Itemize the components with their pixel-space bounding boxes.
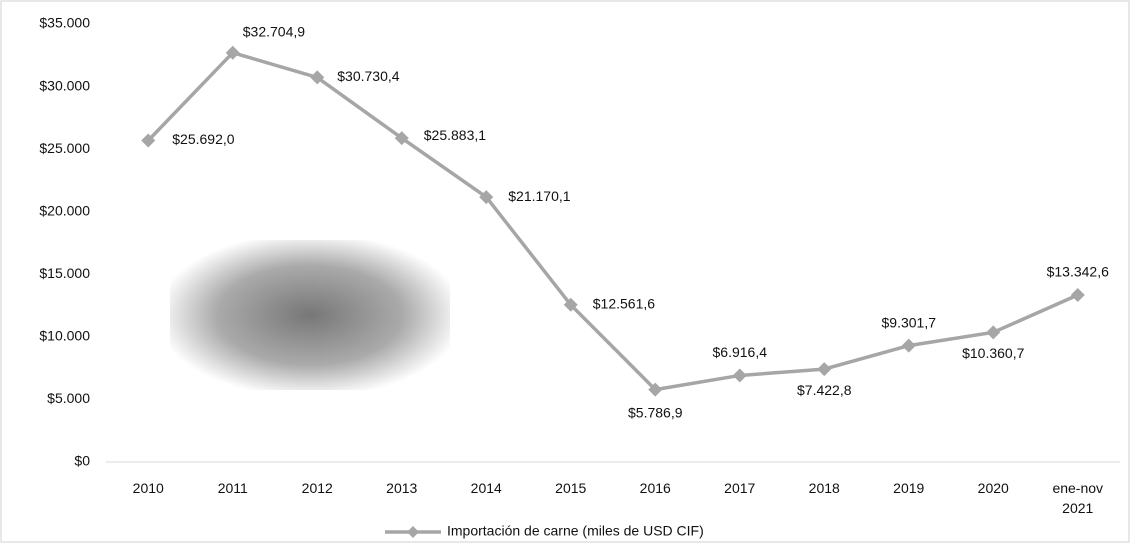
x-tick-label: ene-nov 2021 [1052,480,1104,516]
marker [394,131,409,146]
x-tick-label: 2016 [639,480,671,496]
marker [563,297,578,312]
marker [225,45,240,60]
marker [479,190,494,205]
x-tick-label: 2019 [893,480,925,496]
marker [986,325,1001,340]
data-label: $32.704,9 [243,23,305,39]
x-tick-label: 2018 [808,480,840,496]
data-label: $12.561,6 [593,296,655,312]
x-tick-label: 2020 [977,480,1009,496]
marker [141,133,156,148]
legend-label: Importación de carne (miles de USD CIF) [447,523,704,539]
marker [901,338,916,353]
y-tick-label: $15.000 [39,265,90,281]
marker [732,368,747,383]
data-label: $6.916,4 [713,344,768,360]
x-tick-label: 2011 [217,480,248,496]
marker [817,362,832,377]
x-tick-label: 2017 [724,480,756,496]
y-tick-label: $35.000 [39,15,90,31]
data-label: $7.422,8 [797,382,852,398]
data-label: $9.301,7 [882,314,937,330]
marker [1070,288,1085,303]
data-label: $5.786,9 [628,404,683,420]
y-tick-label: $0 [74,453,90,469]
data-label: $21.170,1 [508,188,570,204]
data-label: $10.360,7 [962,345,1024,361]
data-label: $25.883,1 [424,127,486,143]
x-tick-label: 2010 [132,480,164,496]
data-label: $30.730,4 [337,68,399,84]
data-label: $13.342,6 [1047,264,1109,280]
photo [170,240,450,390]
marker [648,382,663,397]
x-tick-label: 2015 [555,480,587,496]
y-tick-label: $5.000 [47,390,90,406]
x-tick-label: 2012 [301,480,333,496]
legend-marker [407,526,419,538]
x-tick-label: 2014 [470,480,502,496]
marker [310,70,325,85]
y-tick-label: $30.000 [39,77,90,93]
y-tick-label: $25.000 [39,140,90,156]
data-label: $25.692,0 [172,131,234,147]
y-tick-label: $20.000 [39,202,90,218]
x-tick-label: 2013 [386,480,418,496]
y-tick-label: $10.000 [39,328,90,344]
line [146,50,1079,392]
